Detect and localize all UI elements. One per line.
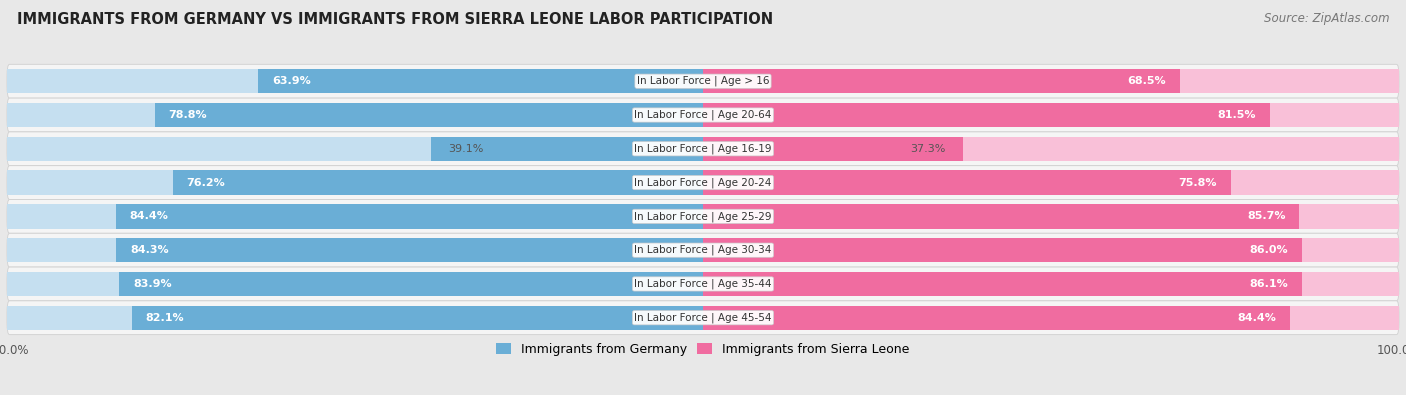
Bar [7, 103, 703, 127]
Bar [703, 272, 1302, 296]
Bar [259, 69, 703, 93]
Text: 83.9%: 83.9% [134, 279, 172, 289]
Text: IMMIGRANTS FROM GERMANY VS IMMIGRANTS FROM SIERRA LEONE LABOR PARTICIPATION: IMMIGRANTS FROM GERMANY VS IMMIGRANTS FR… [17, 12, 773, 27]
Legend: Immigrants from Germany, Immigrants from Sierra Leone: Immigrants from Germany, Immigrants from… [496, 343, 910, 356]
Text: 39.1%: 39.1% [449, 144, 484, 154]
Bar [703, 103, 1270, 127]
Bar [132, 306, 703, 330]
Bar [7, 204, 703, 229]
Bar [7, 272, 703, 296]
Bar [703, 170, 1399, 195]
Text: In Labor Force | Age > 16: In Labor Force | Age > 16 [637, 76, 769, 87]
FancyBboxPatch shape [7, 233, 1399, 267]
Bar [7, 170, 703, 195]
Text: In Labor Force | Age 45-54: In Labor Force | Age 45-54 [634, 312, 772, 323]
Text: 82.1%: 82.1% [146, 313, 184, 323]
Bar [703, 170, 1230, 195]
Bar [7, 69, 703, 93]
Bar [703, 103, 1399, 127]
Bar [115, 204, 703, 229]
FancyBboxPatch shape [7, 267, 1399, 301]
Bar [703, 238, 1302, 262]
Text: 86.1%: 86.1% [1250, 279, 1288, 289]
Bar [703, 69, 1180, 93]
Text: 86.0%: 86.0% [1249, 245, 1288, 255]
Bar [7, 137, 703, 161]
Bar [703, 204, 1299, 229]
Text: 85.7%: 85.7% [1247, 211, 1285, 221]
Text: 84.3%: 84.3% [131, 245, 169, 255]
Text: In Labor Force | Age 16-19: In Labor Force | Age 16-19 [634, 143, 772, 154]
Bar [7, 306, 703, 330]
Text: In Labor Force | Age 20-64: In Labor Force | Age 20-64 [634, 110, 772, 120]
Text: 81.5%: 81.5% [1218, 110, 1257, 120]
Bar [703, 137, 963, 161]
Text: 84.4%: 84.4% [1237, 313, 1277, 323]
Text: 63.9%: 63.9% [273, 76, 311, 86]
Bar [155, 103, 703, 127]
Bar [120, 272, 703, 296]
FancyBboxPatch shape [7, 301, 1399, 335]
Bar [703, 69, 1399, 93]
Text: In Labor Force | Age 30-34: In Labor Force | Age 30-34 [634, 245, 772, 256]
FancyBboxPatch shape [7, 98, 1399, 132]
Text: 76.2%: 76.2% [187, 178, 225, 188]
Text: In Labor Force | Age 25-29: In Labor Force | Age 25-29 [634, 211, 772, 222]
Bar [703, 306, 1291, 330]
Text: 37.3%: 37.3% [910, 144, 945, 154]
Text: 78.8%: 78.8% [169, 110, 207, 120]
Bar [173, 170, 703, 195]
Text: 84.4%: 84.4% [129, 211, 169, 221]
Bar [703, 204, 1399, 229]
Bar [7, 238, 703, 262]
Bar [703, 272, 1399, 296]
Text: 75.8%: 75.8% [1178, 178, 1216, 188]
FancyBboxPatch shape [7, 166, 1399, 199]
Text: Source: ZipAtlas.com: Source: ZipAtlas.com [1264, 12, 1389, 25]
Text: 68.5%: 68.5% [1128, 76, 1166, 86]
FancyBboxPatch shape [7, 64, 1399, 98]
Text: In Labor Force | Age 20-24: In Labor Force | Age 20-24 [634, 177, 772, 188]
Bar [703, 137, 1399, 161]
FancyBboxPatch shape [7, 199, 1399, 233]
FancyBboxPatch shape [7, 132, 1399, 166]
Bar [703, 238, 1399, 262]
Bar [117, 238, 703, 262]
Text: In Labor Force | Age 35-44: In Labor Force | Age 35-44 [634, 279, 772, 289]
Bar [703, 306, 1399, 330]
Bar [430, 137, 703, 161]
